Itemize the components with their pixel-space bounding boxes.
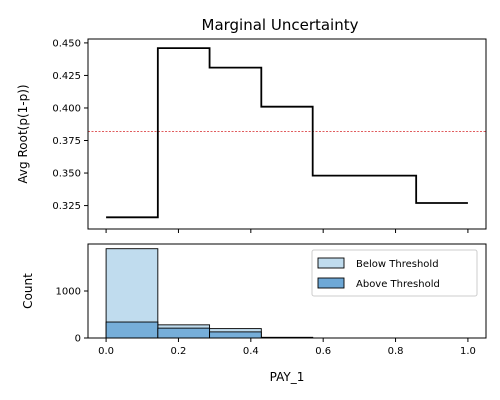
count-x-axis-label: PAY_1 (270, 370, 305, 384)
count-x-tick-label: 0.0 (98, 346, 114, 357)
uncertainty-step-line (106, 47, 468, 219)
uncertainty-y-tick-label: 0.325 (52, 201, 81, 212)
count-plot-area (105, 248, 314, 339)
count-y-tick-label: 1000 (56, 287, 81, 298)
count-x-tick-label: 0.4 (243, 346, 259, 357)
count-y-axis-label: Count (21, 273, 35, 309)
uncertainty-y-tick-label: 0.400 (52, 103, 81, 114)
above-threshold-bar (157, 327, 211, 339)
uncertainty-x-ticks (105, 229, 469, 233)
chart-title: Marginal Uncertainty (202, 16, 359, 34)
uncertainty-plot-area (88, 47, 486, 219)
legend-swatch-above-threshold (317, 277, 345, 289)
count-panel: 0 1000 0.0 0.2 0.4 0.6 0.8 1.0 Count PAY_1 Bel… (21, 243, 487, 384)
uncertainty-y-ticks: 0.325 0.350 0.375 0.400 0.425 0.450 (52, 38, 88, 212)
count-x-tick-label: 0.2 (171, 346, 187, 357)
above-threshold-bar (105, 321, 159, 339)
uncertainty-y-tick-label: 0.375 (52, 136, 81, 147)
count-y-tick-label: 0 (75, 334, 81, 345)
legend-label-above-threshold: Above Threshold (356, 279, 440, 290)
uncertainty-axes-frame (87, 38, 487, 230)
count-x-tick-label: 1.0 (460, 346, 476, 357)
legend-box (311, 249, 478, 297)
count-y-ticks: 0 1000 (56, 287, 88, 345)
legend-items: Below Threshold Above Threshold (317, 257, 440, 290)
above-threshold-bar (209, 331, 262, 339)
uncertainty-y-tick-label: 0.425 (52, 71, 81, 82)
count-x-tick-label: 0.6 (315, 346, 331, 357)
legend: Below Threshold Above Threshold (311, 249, 478, 297)
count-x-ticks: 0.0 0.2 0.4 0.6 0.8 1.0 (98, 338, 476, 357)
uncertainty-panel: Marginal Uncertainty 0.325 0.350 0.375 0.40… (16, 16, 487, 233)
uncertainty-y-tick-label: 0.350 (52, 169, 81, 180)
legend-swatch-below-threshold (317, 257, 345, 269)
legend-label-below-threshold: Below Threshold (356, 259, 439, 270)
uncertainty-y-tick-label: 0.450 (52, 38, 81, 49)
count-x-tick-label: 0.8 (388, 346, 404, 357)
uncertainty-y-axis-label: Avg Root(p(1-p)) (16, 84, 30, 183)
